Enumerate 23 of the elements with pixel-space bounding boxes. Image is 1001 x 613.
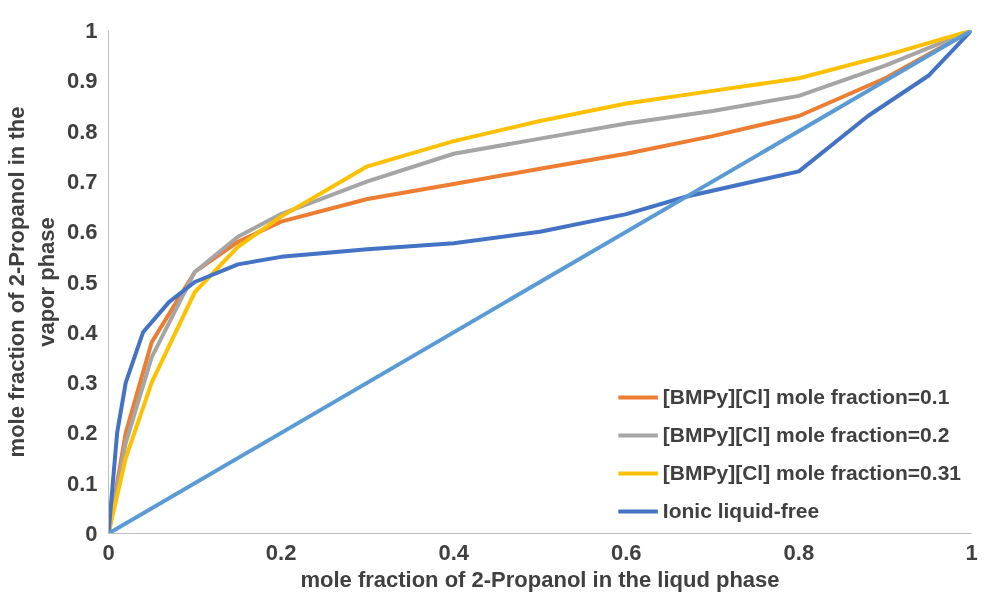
legend-label: [BMPy][Cl] mole fraction=0.2 xyxy=(662,423,950,447)
y-tick-label: 0 xyxy=(85,521,98,546)
y-tick-label: 0.2 xyxy=(66,420,98,446)
y-tick-label: 0.8 xyxy=(66,118,98,144)
y-tick-label: 0.6 xyxy=(66,219,98,245)
x-tick-label: 0.2 xyxy=(265,539,297,565)
y-tick-label: 0.7 xyxy=(66,168,98,194)
y-tick-label: 0.1 xyxy=(66,470,98,496)
y-tick-label: 0.5 xyxy=(66,269,98,295)
y-tick-label: 0.9 xyxy=(66,68,98,94)
legend-label: Ionic liquid-free xyxy=(662,499,820,523)
y-tick-label: 1 xyxy=(85,18,98,43)
legend-label: [BMPy][Cl] mole fraction=0.1 xyxy=(662,385,950,409)
x-tick-label: 0.6 xyxy=(611,539,642,565)
y-tick-label: 0.4 xyxy=(66,319,99,345)
x-tick-label: 0.4 xyxy=(438,539,470,565)
x-tick-label: 1 xyxy=(965,539,978,565)
y-tick-label: 0.3 xyxy=(66,370,98,396)
legend-label: [BMPy][Cl] mole fraction=0.31 xyxy=(662,461,961,485)
y-axis-title: mole fraction of 2-Propanol in the vapor phase xyxy=(3,106,59,458)
x-tick-label: 0.8 xyxy=(783,539,815,565)
x-tick-label: 0 xyxy=(102,539,115,565)
x-axis-title: mole fraction of 2-Propanol in the liqud phase xyxy=(300,566,780,592)
